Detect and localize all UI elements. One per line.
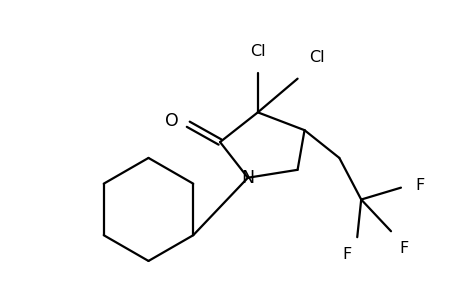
Text: F: F — [398, 241, 407, 256]
Text: Cl: Cl — [309, 50, 325, 65]
Text: Cl: Cl — [250, 44, 265, 59]
Text: F: F — [414, 178, 423, 193]
Text: F: F — [342, 247, 351, 262]
Text: O: O — [164, 112, 178, 130]
Text: N: N — [241, 169, 254, 187]
